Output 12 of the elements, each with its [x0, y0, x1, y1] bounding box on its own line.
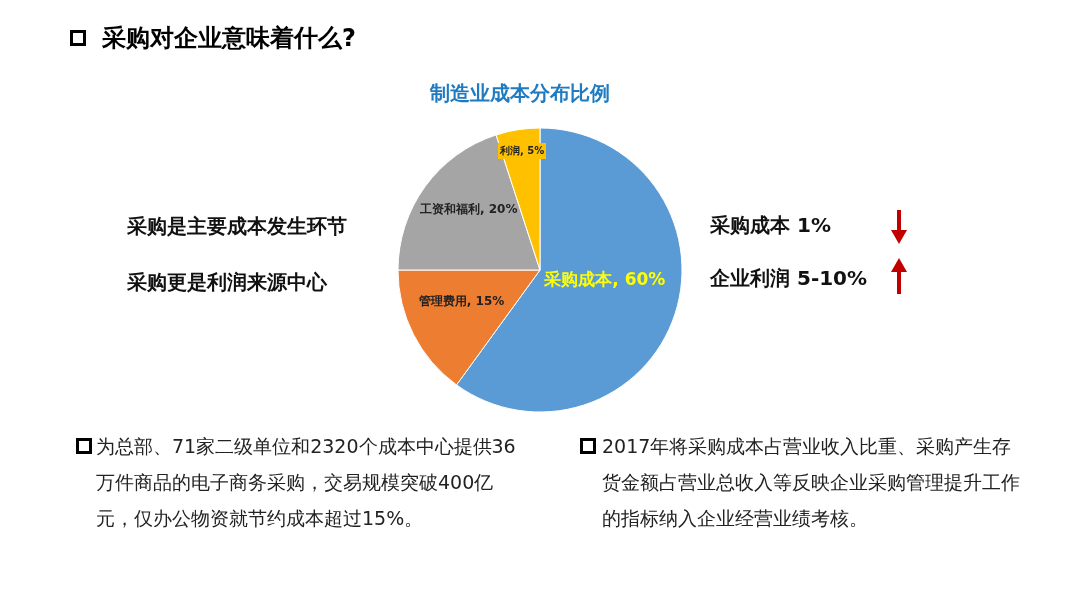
text: 2017年将采购成本占营业收入比重、采购产生存货金额占营业总收入等反映企业采购管理提升工作的指标纳入企业经营业绩考核。 — [602, 434, 1021, 531]
slice-label: 利润, 5% — [498, 142, 547, 159]
slice-label: 采购成本, 60% — [543, 267, 667, 291]
text: 为总部、71家二级单位和2320个成本中心提供36万件商品的电子商务采购，交易规模突破400亿元，仅办公物资就节约成本超过15%。 — [96, 434, 517, 531]
text: 企业利润 5-10% — [710, 265, 868, 292]
chart-title: 制造业成本分布比例 — [429, 80, 611, 107]
text: 采购成本 1% — [710, 212, 831, 239]
slice-label: 工资和福利, 20% — [419, 201, 519, 219]
text: 采购更是利润来源中心 — [127, 269, 327, 296]
text: 采购对企业意味着什么? — [102, 23, 356, 54]
slice-label: 管理费用, 15% — [417, 292, 506, 310]
text: 采购是主要成本发生环节 — [127, 213, 347, 240]
